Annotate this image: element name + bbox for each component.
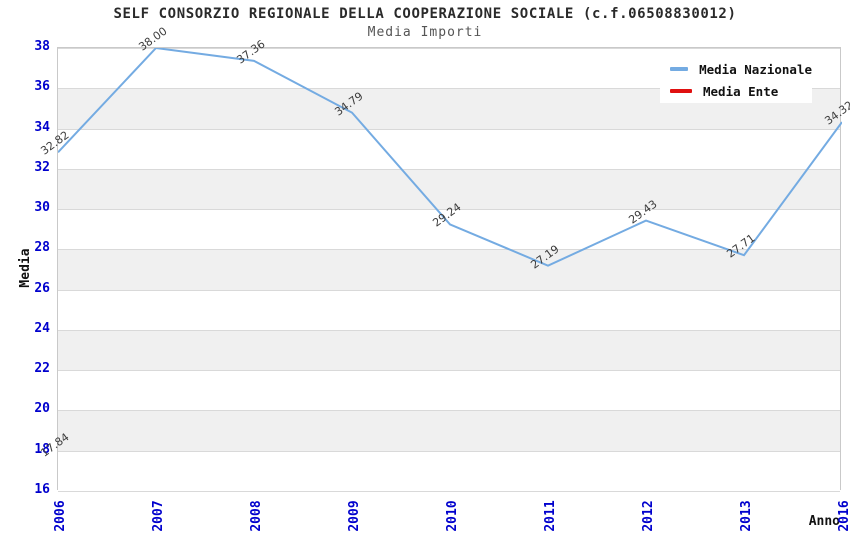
- chart-title: SELF CONSORZIO REGIONALE DELLA COOPERAZI…: [113, 6, 737, 22]
- x-tick-label: 2013: [739, 500, 754, 532]
- grid-line: [58, 48, 840, 49]
- plot-band: [58, 370, 840, 411]
- y-tick-label: 36: [34, 79, 50, 95]
- y-tick-label: 24: [34, 320, 50, 336]
- x-axis-title: Anno: [808, 514, 840, 529]
- legend-label-media-nazionale: Media Nazionale: [699, 61, 812, 77]
- x-tick-label: 2011: [543, 500, 558, 532]
- grid-line: [58, 209, 840, 211]
- series-plot-svg: [58, 48, 842, 267]
- x-tick-label: 2006: [53, 500, 68, 532]
- y-tick-label: 34: [34, 119, 50, 135]
- x-tick-label: 2009: [347, 500, 362, 532]
- y-tick-label: 30: [34, 200, 50, 216]
- legend-item-media-nazionale: Media Nazionale: [670, 62, 812, 77]
- media-ente-line-swatch: [670, 89, 692, 93]
- grid-line: [58, 168, 840, 170]
- grid-line: [58, 491, 840, 492]
- x-tick-label: 2012: [641, 500, 656, 532]
- y-tick-label: 22: [34, 361, 50, 377]
- legend-label-media-ente: Media Ente: [703, 83, 779, 99]
- y-tick-label: 26: [34, 280, 50, 296]
- y-tick-label: 18: [34, 441, 50, 457]
- y-tick-label: 28: [34, 240, 50, 256]
- chart-subtitle: Media Importi: [367, 25, 483, 40]
- grid-line: [58, 249, 840, 251]
- plot-area: [57, 47, 842, 492]
- plot-band: [58, 410, 840, 451]
- y-tick-label: 32: [34, 159, 50, 175]
- y-tick-label: 20: [34, 401, 50, 417]
- y-tick-label: 38: [34, 39, 50, 54]
- plot-band: [58, 168, 840, 210]
- grid-line: [58, 450, 840, 452]
- plot-band: [58, 289, 840, 330]
- grid-line: [58, 410, 840, 412]
- legend: Media Nazionale Media Ente: [660, 57, 812, 103]
- plot-band: [58, 450, 840, 491]
- series-line-media-nazionale: [58, 48, 842, 267]
- y-tick-label: 16: [34, 482, 50, 497]
- grid-line: [58, 128, 840, 130]
- plot-band: [58, 128, 840, 169]
- grid-line: [58, 289, 840, 291]
- x-tick-label: 2007: [151, 500, 166, 532]
- grid-line: [58, 329, 840, 331]
- grid-line: [58, 88, 840, 90]
- media-nazionale-line-swatch: [670, 67, 689, 71]
- plot-band: [58, 329, 840, 371]
- plot-band: [58, 249, 840, 290]
- x-tick-label: 2010: [445, 500, 460, 532]
- x-tick-label: 2016: [837, 500, 850, 532]
- grid-line: [58, 370, 840, 372]
- legend-item-media-ente: Media Ente: [670, 84, 812, 99]
- x-tick-label: 2008: [249, 500, 264, 532]
